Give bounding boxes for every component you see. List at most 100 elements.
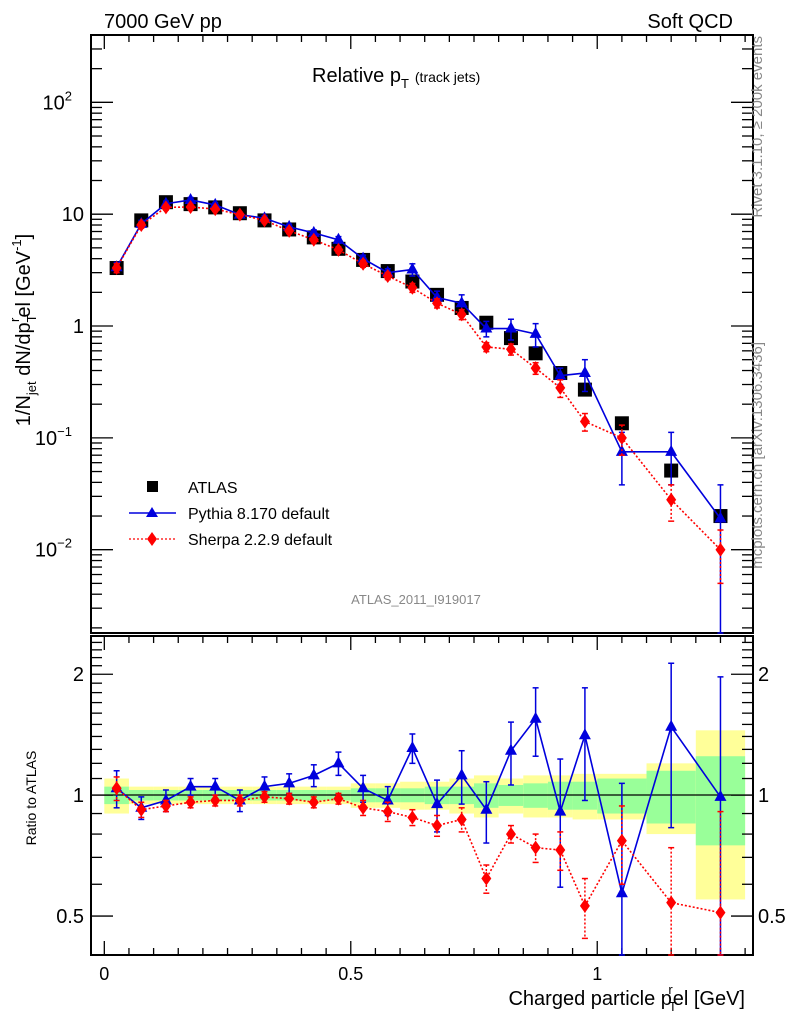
y-tick-label: 1 (73, 316, 84, 338)
pythia-ratio-point (480, 802, 493, 814)
pythia-ratio-point (332, 756, 345, 768)
pythia-ratio-point (665, 719, 678, 731)
sherpa-point (456, 307, 467, 322)
sherpa-point (579, 414, 590, 429)
pythia-point (307, 225, 320, 237)
legend-item-pythia: Pythia 8.170 default (129, 506, 330, 523)
sherpa-point (666, 492, 677, 507)
sherpa-point (530, 361, 541, 376)
sherpa-point (432, 296, 443, 311)
ratio-y-tick-label: 2 (73, 664, 84, 686)
sherpa-point (284, 223, 295, 238)
pythia-point (529, 326, 542, 338)
sherpa-ratio-point (308, 795, 319, 810)
sherpa-ratio-point (185, 795, 196, 810)
pythia-ratio-point (554, 804, 567, 816)
mcplots-source-text: mcplots.cern.ch [arXiv:1306.3436] (749, 342, 766, 569)
sherpa-ratio-point (456, 812, 467, 827)
pythia-point (406, 262, 419, 274)
ratio-y-axis-label: Ratio to ATLAS (23, 751, 39, 846)
sherpa-point (481, 339, 492, 354)
pythia-ratio-point (578, 728, 591, 740)
sherpa-ratio-point (555, 843, 566, 858)
sherpa-ratio-point (111, 781, 122, 796)
x-tick-label: 1 (592, 964, 602, 984)
sherpa-line (115, 206, 722, 551)
sherpa-point (333, 242, 344, 257)
legend-item-atlas: ATLAS (147, 480, 238, 497)
pythia-ratio-point (283, 776, 296, 788)
sherpa-ratio-point (210, 793, 221, 808)
axes: 0 0.5 1 102 10 1 10−1 10−2 0.5 0.5 1 1 2 2 (35, 34, 786, 984)
sherpa-point (136, 218, 147, 233)
main-plot-frame (90, 34, 754, 634)
atlas-point (528, 346, 543, 361)
sherpa-point (234, 207, 245, 222)
pythia-point (714, 511, 727, 523)
pythia-ratio-point (529, 711, 542, 723)
pythia-point (332, 232, 345, 244)
pythia-ratio-point (209, 779, 222, 791)
data-marks (109, 192, 728, 956)
pythia-ratio-point (455, 768, 468, 780)
pythia-ratio-point (406, 741, 419, 753)
pythia-ratio-point (357, 781, 370, 793)
pythia-ratio-point (714, 789, 727, 801)
x-tick-label: 0 (99, 964, 109, 984)
sherpa-ratio-point (481, 871, 492, 886)
ratio-y-tick-label: 1 (73, 785, 84, 807)
sherpa-ratio-point (382, 804, 393, 819)
x-tick-label: 0.5 (338, 964, 363, 984)
pythia-point (578, 366, 591, 378)
sherpa-ratio-point (284, 791, 295, 806)
chart-title: Relative pT (track jets) (312, 65, 480, 91)
legend-label-pythia: Pythia 8.170 default (188, 506, 330, 523)
legend-label-sherpa: Sherpa 2.2.9 default (188, 532, 333, 549)
sherpa-ratio-point (505, 827, 516, 842)
pythia-ratio-point (431, 797, 444, 809)
sherpa-ratio-point (234, 793, 245, 808)
pythia-line (115, 199, 722, 520)
y-tick-label: 10−2 (35, 536, 72, 562)
pythia-point (665, 444, 678, 456)
pythia-point (504, 321, 517, 333)
analysis-id: ATLAS_2011_I919017 (351, 592, 481, 607)
sherpa-ratio-point (432, 818, 443, 833)
sherpa-ratio-point (160, 798, 171, 813)
sherpa-point (210, 202, 221, 217)
sherpa-ratio-point (715, 905, 726, 920)
sherpa-point (505, 342, 516, 357)
pythia-ratio-point (307, 768, 320, 780)
sherpa-ratio-point (407, 810, 418, 825)
sherpa-ratio-point (333, 791, 344, 806)
legend-label-atlas: ATLAS (188, 480, 238, 497)
sherpa-point (185, 199, 196, 214)
legend-marker-square (147, 481, 158, 492)
sherpa-ratio-point (259, 789, 270, 804)
x-axis-label: Charged particle pTrel [GeV] (508, 982, 745, 1014)
sherpa-point (358, 256, 369, 271)
pythia-point (184, 192, 197, 204)
header-right: Soft QCD (647, 11, 733, 33)
sherpa-point (616, 430, 627, 445)
ratio-y-tick-label-right: 0.5 (758, 906, 786, 928)
pythia-ratio-point (504, 743, 517, 755)
sherpa-ratio-point (616, 833, 627, 848)
sherpa-ratio-point (666, 895, 677, 910)
sherpa-point (160, 200, 171, 215)
pythia-point (455, 296, 468, 308)
header-left: 7000 GeV pp (104, 11, 222, 33)
legend: ATLAS Pythia 8.170 default Sherpa 2.2.9 … (129, 480, 333, 549)
sherpa-point (407, 280, 418, 295)
sherpa-point (308, 232, 319, 247)
sherpa-point (555, 380, 566, 395)
atlas-point (614, 416, 629, 431)
ratio-y-tick-label: 0.5 (56, 906, 84, 928)
sherpa-point (382, 269, 393, 284)
sherpa-point (111, 261, 122, 276)
legend-marker-diamond (147, 532, 157, 546)
sherpa-point (259, 213, 270, 228)
pythia-ratio-point (258, 779, 271, 791)
y-axis-label: 1/Njet dN/dpTrel [GeV-1] (7, 234, 39, 426)
